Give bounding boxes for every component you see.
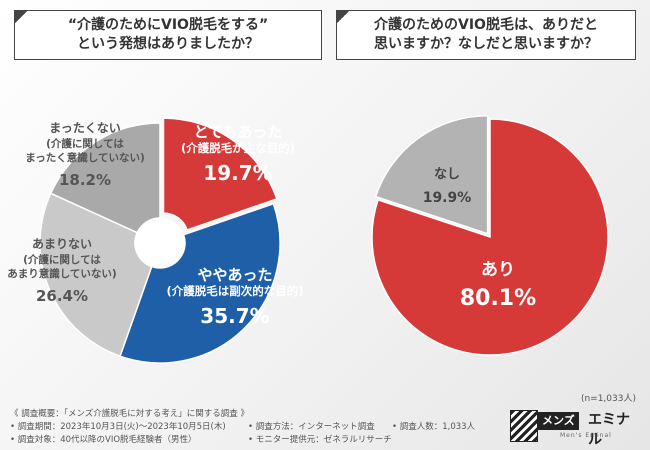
brand-mark-icon (510, 410, 538, 442)
footer-count: • 調査人数：1,033人 (392, 422, 476, 432)
sample-size-note: (n=1,033人) (580, 394, 636, 404)
donut-center-hole (135, 218, 185, 268)
label-nashi-category: なし (434, 167, 460, 182)
label-yaya-note-1: (介護脱毛は副次的な目的) (166, 284, 303, 298)
brand-name-dark: メンズ (538, 412, 579, 430)
footer-period: • 調査期間：2023年10月3日(火)～2023年10月5日(木) (10, 422, 226, 432)
brand-logo: メンズ エミナル Men's Eminal (510, 410, 640, 448)
label-yaya-category: ややあった (197, 266, 272, 284)
label-mattaku-category: まったくない (49, 121, 121, 135)
label-amari-note-2: あまり意識していない) (7, 267, 116, 280)
label-amari-value: 26.4% (36, 287, 88, 305)
donut-slice-totemo (162, 117, 278, 231)
label-amari-category: あまりない (32, 237, 92, 251)
label-ari-value: 80.1% (460, 286, 536, 311)
left-chart-title: “介護のためにVIO脱毛をする” という発想はありましたか？ (14, 10, 322, 60)
footer-provider: • モニター提供元：ゼネラルリサーチ (248, 435, 392, 445)
label-amari-note-1: (介護に関しては (23, 253, 101, 266)
pie-slice-ari (371, 118, 609, 356)
label-nashi-value: 19.9% (423, 190, 472, 206)
right-title-line1: 介護のためのVIO脱毛は、ありだと (374, 17, 598, 33)
label-yaya-value: 35.7% (200, 304, 269, 328)
right-chart-title: 介護のためのVIO脱毛は、ありだと 思いますか？なしだと思いますか？ (336, 10, 636, 60)
brand-subtitle: Men's Eminal (560, 432, 612, 439)
label-mattaku-value: 18.2% (59, 171, 111, 189)
footer-method: • 調査方法：インターネット調査 (248, 422, 375, 432)
right-title-line2: 思いますか？なしだと思いますか？ (374, 36, 598, 52)
footer-overview: 《 調査概要：「メンズ介護脱毛に対する考え」に関する調査 》 (10, 409, 249, 419)
brand-name-light: エミナル (588, 412, 630, 448)
label-mattaku-note-2: まったく意識していない) (25, 151, 145, 164)
label-mattaku-note-1: (介護に関しては (46, 137, 124, 150)
footer-target: • 調査対象：40代以降のVIO脱毛経験者（男性） (10, 435, 197, 445)
left-title-line1: “介護のためにVIO脱毛をする” (67, 17, 269, 33)
label-ari-category: あり (481, 260, 515, 280)
pie-slice-nashi (374, 115, 489, 235)
left-title-line2: という発想はありましたか？ (77, 36, 259, 52)
label-totemo-value: 19.7% (203, 161, 272, 185)
label-totemo-category: とてもあった (194, 123, 283, 141)
label-totemo-note-1: (介護脱毛が主な目的) (181, 141, 295, 155)
